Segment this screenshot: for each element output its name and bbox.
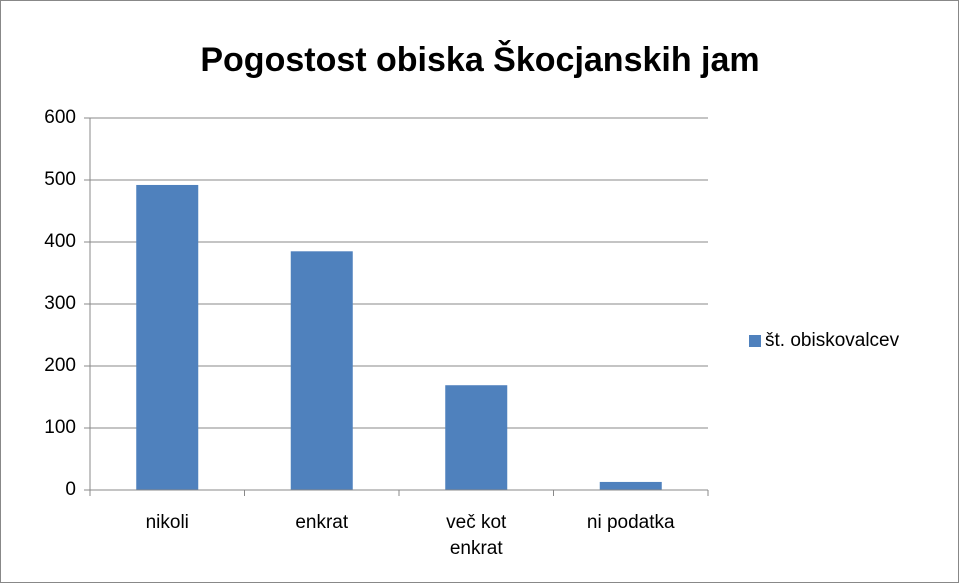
bar — [290, 251, 353, 490]
legend-label: št. obiskovalcev — [765, 330, 900, 351]
x-tick-label-box: ni podatka — [586, 512, 675, 533]
x-tick-label: več kot enkrat — [446, 512, 507, 559]
legend-swatch — [749, 335, 761, 347]
x-tick-label-box: enkrat — [295, 512, 349, 533]
y-tick-label: 500 — [44, 169, 76, 190]
bar — [599, 481, 662, 490]
chart-title: Pogostost obiska Škocjanskih jam — [200, 40, 759, 79]
x-tick-label: nikoli — [145, 512, 189, 533]
bar — [136, 184, 199, 490]
y-tick-label: 600 — [44, 107, 76, 128]
x-tick-label: ni podatka — [586, 512, 675, 533]
y-tick-label: 400 — [44, 231, 76, 252]
y-tick-label: 0 — [65, 479, 76, 500]
y-tick-label: 100 — [44, 417, 76, 438]
y-tick-label: 300 — [44, 293, 76, 314]
x-tick-label: enkrat — [295, 512, 349, 533]
x-tick-label-box: nikoli — [145, 512, 189, 533]
x-tick-label-box: več kot enkrat — [446, 512, 507, 559]
bar — [445, 385, 508, 490]
y-tick-label: 200 — [44, 355, 76, 376]
